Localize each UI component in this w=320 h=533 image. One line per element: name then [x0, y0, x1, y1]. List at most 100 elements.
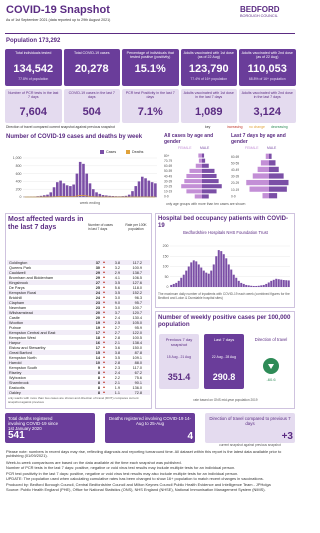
direction-arrow — [102, 296, 105, 299]
ward-cases: 25 — [95, 285, 100, 290]
bar — [285, 280, 288, 287]
bar — [227, 264, 230, 287]
ward-change: 3.2 — [114, 265, 120, 270]
direction-arrow — [102, 356, 105, 359]
ward-rate: 67.2 — [134, 370, 142, 375]
bar — [257, 285, 260, 287]
tile-value: 134,542 — [13, 63, 54, 75]
ward-cases: 37 — [95, 260, 100, 265]
bar — [85, 173, 89, 197]
bar — [205, 272, 208, 287]
bar — [185, 270, 188, 287]
female-bar — [257, 166, 269, 173]
y-tick-label: 150 — [163, 254, 169, 258]
bar — [46, 194, 49, 197]
ward-cases: 23 — [95, 300, 100, 305]
ward-rate: 136.0 — [132, 385, 142, 390]
tile-note: 68.8% of 16+ population — [248, 77, 286, 81]
bar — [277, 279, 280, 287]
ward-rate: 88.0 — [134, 360, 142, 365]
note-line: Number of PCR tests in the last 7 days: … — [6, 465, 236, 470]
bar — [88, 183, 92, 197]
chart-title: Last 7 days by age and gender — [231, 133, 286, 145]
bar — [217, 250, 220, 287]
ward-name: De Parys — [9, 285, 25, 290]
ward-cases: 8 — [97, 380, 100, 385]
male-bar — [202, 158, 206, 163]
female-bar — [260, 160, 269, 166]
ward-name: Brickhill — [9, 295, 23, 300]
y-tick-label: 200 — [16, 187, 22, 191]
ward-rate: 100.7 — [132, 305, 142, 310]
ward-name: Elstow and Stewartby — [9, 345, 46, 350]
ward-rate: 150.0 — [132, 345, 142, 350]
ward-cases: 14 — [95, 355, 100, 360]
male-bar — [269, 166, 279, 173]
subtitle: As of 1st September 2021 (data reported … — [6, 18, 111, 22]
row-band — [7, 290, 150, 295]
age-label: 10-19 — [231, 188, 239, 192]
tile: Adults vaccinated with 1st dose (as of 2… — [180, 49, 237, 86]
death-tile: Total deaths registered involving COVID-… — [5, 413, 95, 443]
bar — [252, 285, 255, 287]
tile-note: 77.4% of 16+ population — [190, 77, 228, 81]
bar — [187, 266, 190, 287]
male-bar — [202, 179, 219, 184]
ward-name: Harrold — [9, 360, 22, 365]
bar — [262, 284, 265, 287]
direction-arrow — [102, 331, 105, 334]
note-line: Source: Public Health England (PHE), Off… — [6, 487, 266, 492]
bar — [134, 186, 138, 197]
ward-cases: 19 — [95, 325, 100, 330]
ward-cases: 17 — [95, 330, 100, 335]
bar — [200, 267, 203, 287]
bar — [192, 260, 195, 287]
bar — [108, 195, 111, 197]
ward-change: 3.7 — [114, 310, 120, 315]
ward-name: Kempston Rural — [9, 290, 37, 295]
y-tick-label: 0 — [20, 195, 22, 199]
ward-name: Kempston Central and East — [9, 330, 56, 335]
age-label: 0-9 — [231, 194, 236, 198]
ward-rate: 117.0 — [132, 365, 142, 370]
ward-name: Castle — [9, 315, 20, 320]
ward-name: Goldington — [9, 260, 28, 265]
section-box — [5, 213, 152, 409]
logo-top: BEDFORD — [240, 5, 280, 14]
bar — [62, 183, 66, 197]
y-tick-label: 400 — [16, 180, 22, 184]
bar — [220, 251, 223, 287]
death-label: Deaths registered involving COVID-19 14-… — [109, 416, 191, 427]
population: Population 173,292 — [6, 38, 61, 44]
direction-arrow — [102, 366, 105, 369]
death-tile: Deaths registered involving COVID-19 14-… — [105, 413, 195, 443]
bar — [260, 285, 263, 287]
tile-value: 1,089 — [194, 106, 223, 118]
ward-change: 3.0 — [114, 295, 120, 300]
age-label: 10-19 — [164, 190, 172, 194]
bar — [272, 279, 275, 287]
direction-arrow — [102, 321, 105, 324]
legend-label: Cases — [106, 149, 117, 154]
tile-value: 20,278 — [74, 63, 109, 75]
bar — [111, 196, 115, 197]
age-label: 60-69 — [231, 155, 239, 159]
female-bar — [246, 179, 269, 186]
ward-cases: 8 — [97, 370, 100, 375]
bar — [69, 186, 72, 197]
ward-rate: 130.4 — [132, 315, 142, 320]
ward-change: 1.9 — [114, 385, 120, 390]
tile-label: Total COVID-19 cases — [73, 51, 110, 55]
bar — [237, 280, 240, 287]
row-band — [7, 320, 150, 325]
ward-change: 2.8 — [114, 360, 120, 365]
col-header: Rate per 100K population — [125, 223, 147, 231]
direction-arrow — [268, 364, 274, 369]
y-tick-label: 0 — [167, 285, 169, 289]
ward-cases: 9 — [97, 365, 100, 370]
female-bar — [198, 158, 202, 163]
chart-title: All cases by age and gender — [164, 133, 214, 145]
bar — [177, 280, 180, 287]
bar — [150, 182, 154, 197]
age-label: 80+ — [164, 154, 170, 158]
